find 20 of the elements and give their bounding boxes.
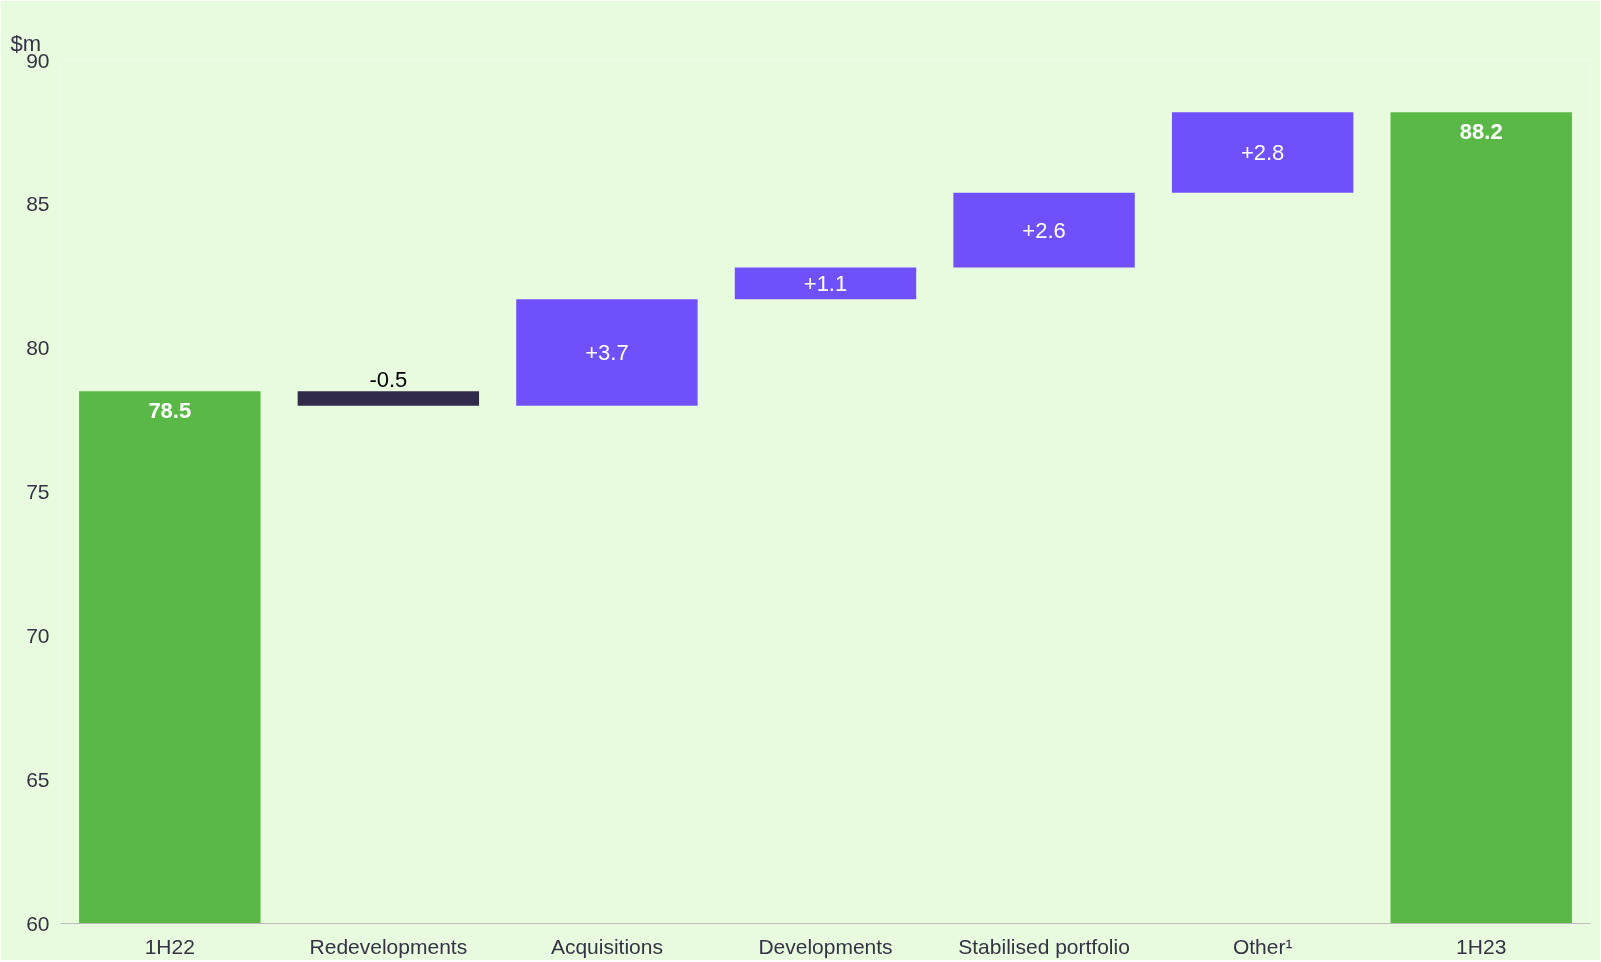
x-tick-label: Redevelopments <box>309 934 468 958</box>
y-tick-label: 65 <box>26 767 50 791</box>
x-tick-label: 1H23 <box>1456 934 1507 958</box>
y-tick-label: 80 <box>26 336 50 360</box>
data-label: +1.1 <box>803 270 848 296</box>
x-tick-label: Other¹ <box>1232 934 1293 958</box>
x-tick-label: Developments <box>758 934 893 958</box>
x-tick-label: 1H22 <box>144 934 195 958</box>
data-label: 78.5 <box>148 398 192 424</box>
data-label: -0.5 <box>369 367 408 393</box>
x-tick-label: Acquisitions <box>550 934 663 958</box>
data-label: +2.8 <box>1240 140 1285 166</box>
y-tick-label: 60 <box>26 911 50 935</box>
data-label: +3.7 <box>585 339 629 365</box>
data-label: 88.2 <box>1459 119 1503 145</box>
data-label: +2.6 <box>1022 217 1066 243</box>
y-tick-label: 70 <box>26 623 50 647</box>
x-tick-label: Stabilised portfolio <box>958 934 1130 958</box>
y-tick-label: 85 <box>26 192 50 216</box>
y-tick-label: 75 <box>26 480 50 503</box>
